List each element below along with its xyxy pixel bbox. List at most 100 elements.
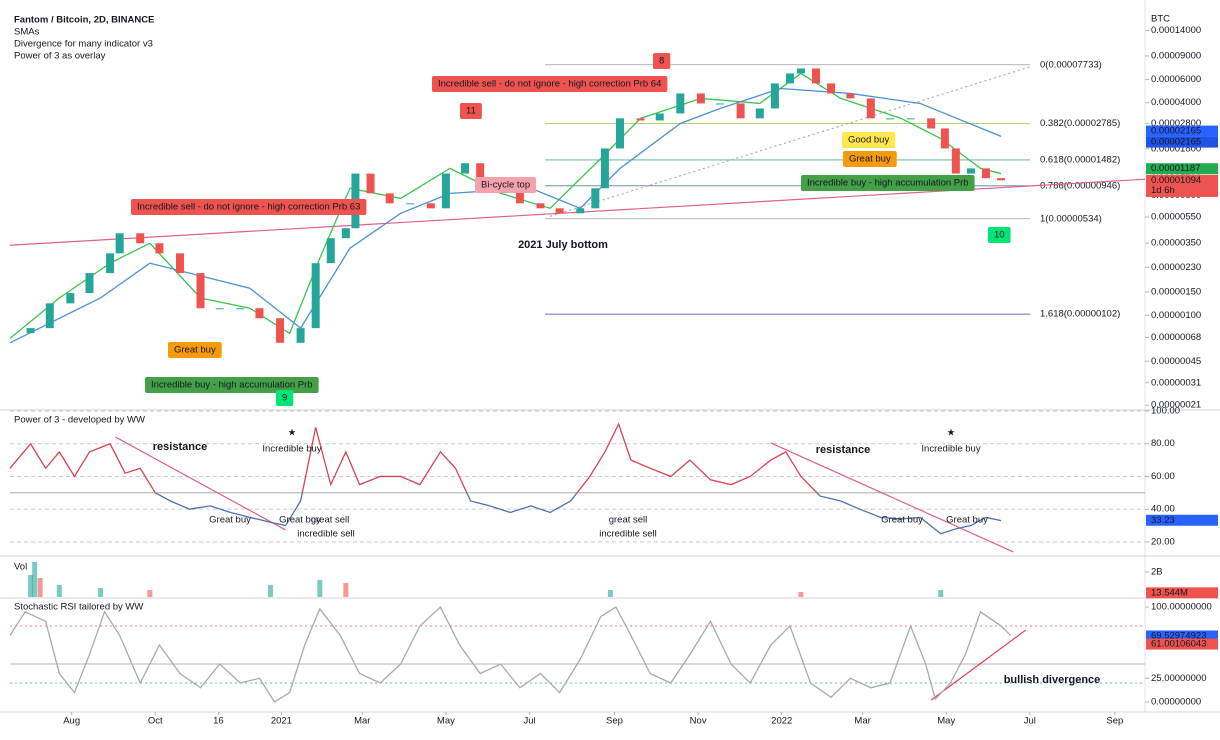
annotation-box	[432, 76, 668, 92]
annotation-box	[842, 132, 896, 148]
y-tick-label: 0.00000068	[1151, 332, 1201, 343]
candle	[426, 203, 435, 209]
price-tag-label: 0.00002165	[1151, 137, 1201, 148]
x-tick-label: Nov	[690, 716, 707, 727]
annotation: incredible sell	[599, 529, 657, 540]
annotation-box	[801, 175, 975, 191]
volume-bar	[798, 592, 804, 597]
annotation: Great buy	[209, 515, 251, 526]
annotation: resistance	[153, 441, 207, 453]
price-tag	[1146, 163, 1218, 175]
price-tag-label: 13.544M	[1151, 587, 1188, 598]
annotation-box	[131, 199, 367, 215]
trend-line	[770, 442, 1014, 553]
indicator-name: SMAs	[14, 27, 40, 38]
candle	[615, 118, 624, 149]
annotation-label: 8	[653, 53, 671, 69]
candle	[276, 318, 285, 343]
annotation-text: Incredible sell - do not ignore - high c…	[137, 202, 360, 213]
candle	[997, 178, 1006, 181]
y-tick-label: 2B	[1151, 567, 1163, 578]
candle	[981, 168, 990, 179]
candle	[536, 203, 545, 209]
level-label: 1(0.00000534)	[1040, 213, 1102, 224]
indicator-name: Divergence for many indicator v3	[14, 39, 153, 50]
y-tick-label: 60.00	[1151, 471, 1175, 482]
candle	[555, 208, 564, 214]
annotation: resistance	[816, 444, 870, 456]
candle	[66, 293, 75, 304]
annotation-label: Incredible buy - high accumulation Prb	[801, 175, 975, 191]
y-tick-label: 0.00000021	[1151, 400, 1201, 411]
trend-line	[115, 436, 286, 531]
candle	[755, 108, 764, 119]
y-tick-label: 0.00000350	[1151, 238, 1201, 249]
y-tick-label: 0.00002800	[1151, 118, 1201, 129]
price-tag	[1146, 630, 1218, 642]
candle	[115, 233, 124, 254]
candle	[296, 328, 305, 343]
pane-title: Vol	[14, 562, 27, 573]
y-tick-label: 0.00009000	[1151, 51, 1201, 62]
x-tick-label: 16	[213, 716, 224, 727]
x-tick-label: May	[437, 716, 455, 727]
y-tick-label: 0.00000000	[1151, 697, 1201, 708]
annotation-box	[168, 342, 222, 358]
annotation-text: Bi-cycle top	[481, 180, 530, 191]
candle	[341, 228, 350, 239]
candle	[215, 308, 224, 310]
trend-line	[930, 629, 1027, 701]
candle	[441, 173, 450, 209]
candle	[385, 193, 394, 204]
x-tick-label: 2021	[271, 716, 292, 727]
candle	[196, 273, 205, 309]
annotation-text: 11	[466, 106, 476, 117]
annotation-box	[843, 151, 897, 167]
x-tick-label: Jul	[523, 716, 535, 727]
candle	[655, 113, 664, 121]
y-tick-label: 100.00000000	[1151, 602, 1212, 613]
y-tick-label: 0.00000031	[1151, 377, 1201, 388]
annotation: ★	[947, 428, 956, 439]
volume-bar	[607, 590, 613, 597]
annotation: bullish divergence	[1004, 674, 1101, 686]
annotation-label: Incredible sell - do not ignore - high c…	[432, 76, 668, 92]
unit-label: BTC	[1151, 14, 1170, 25]
annotation: 2021 July bottom	[518, 239, 608, 251]
level-label: 1.618(0.00000102)	[1040, 309, 1120, 320]
annotation-label: Good buy	[842, 132, 896, 148]
candle	[85, 273, 94, 294]
candle	[906, 118, 915, 120]
annotation: incredible sell	[297, 529, 355, 540]
level-label: 0.382(0.00002785)	[1040, 118, 1120, 129]
annotation-box	[653, 53, 671, 69]
annotation-label: Great buy	[843, 151, 897, 167]
series-line	[9, 422, 1002, 535]
annotation-label: Bi-cycle top	[475, 177, 537, 193]
candle	[106, 253, 115, 274]
annotation-text: Incredible buy - high accumulation Prb	[151, 380, 313, 391]
annotation-label: 9	[276, 390, 294, 406]
volume-bar	[37, 578, 43, 597]
annotation-label: Incredible buy - high accumulation Prb	[145, 377, 319, 393]
candle	[827, 83, 836, 94]
y-tick-label: 80.00	[1151, 438, 1175, 449]
price-tag	[1146, 125, 1218, 137]
price-tag-label: 0.00001094	[1151, 175, 1201, 186]
candle	[951, 148, 960, 174]
price-tag	[1146, 638, 1218, 650]
annotation-box	[145, 377, 319, 393]
annotation-box	[276, 390, 294, 406]
candle	[770, 83, 779, 109]
annotation: Incredible buy	[921, 444, 980, 455]
candle	[311, 263, 320, 329]
price-tag-label: 69.52974923	[1151, 630, 1206, 641]
x-tick-label: 2022	[771, 716, 792, 727]
annotation-text: 9	[282, 393, 287, 404]
y-tick-label: 0.00014000	[1151, 25, 1201, 36]
annotation: Great buy	[946, 515, 988, 526]
volume-bar	[32, 562, 38, 597]
candle	[966, 168, 975, 174]
